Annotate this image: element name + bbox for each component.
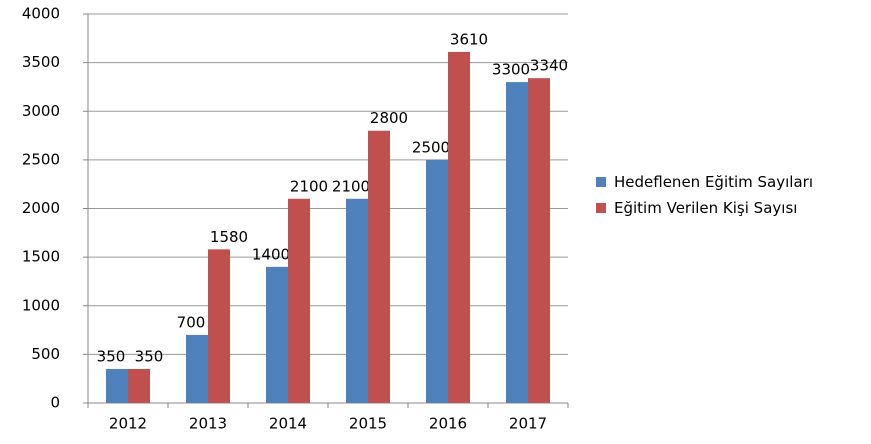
x-tick-label: 2015	[349, 415, 387, 433]
bar	[528, 78, 550, 403]
y-tick-label: 0	[50, 394, 60, 412]
data-label: 3300	[492, 61, 530, 79]
x-tick-label: 2014	[269, 415, 307, 433]
data-label: 2800	[370, 109, 408, 127]
y-tick-label: 3500	[22, 53, 60, 71]
data-label: 3340	[530, 57, 568, 75]
legend-item: Eğitim Verilen Kişi Sayısı	[596, 198, 866, 218]
x-tick-label: 2012	[109, 415, 147, 433]
x-tick-label: 2016	[429, 415, 467, 433]
bar	[426, 159, 448, 403]
data-label: 2100	[290, 177, 328, 195]
legend-swatch	[596, 177, 606, 187]
data-label: 1580	[210, 228, 248, 246]
legend-label: Hedeflenen Eğitim Sayıları	[614, 173, 813, 191]
data-label: 2100	[332, 177, 370, 195]
bar	[106, 368, 128, 403]
data-label: 1400	[252, 245, 290, 263]
data-label: 3610	[450, 30, 488, 48]
legend-swatch	[596, 203, 606, 213]
bar	[506, 82, 528, 403]
legend-item: Hedeflenen Eğitim Sayıları	[596, 172, 866, 192]
data-label: 350	[135, 347, 164, 365]
legend: Hedeflenen Eğitim Sayıları Eğitim Verilen…	[596, 172, 866, 224]
y-tick-label: 2500	[22, 150, 60, 168]
data-label: 700	[177, 313, 206, 331]
bar	[266, 266, 288, 403]
y-tick-label: 1500	[22, 248, 60, 266]
bar	[288, 198, 310, 403]
data-label: 2500	[412, 138, 450, 156]
x-tick-label: 2017	[509, 415, 547, 433]
bar	[186, 334, 208, 403]
y-tick-label: 3000	[22, 102, 60, 120]
y-tick-label: 500	[31, 345, 60, 363]
y-tick-label: 2000	[22, 199, 60, 217]
data-label: 350	[97, 347, 126, 365]
y-tick-label: 4000	[22, 5, 60, 23]
legend-label: Eğitim Verilen Kişi Sayısı	[614, 199, 798, 217]
bar	[128, 368, 150, 403]
bar	[208, 249, 230, 403]
bar	[368, 130, 390, 403]
bar	[346, 198, 368, 403]
x-tick-label: 2013	[189, 415, 227, 433]
y-tick-label: 1000	[22, 296, 60, 314]
bar	[448, 51, 470, 404]
